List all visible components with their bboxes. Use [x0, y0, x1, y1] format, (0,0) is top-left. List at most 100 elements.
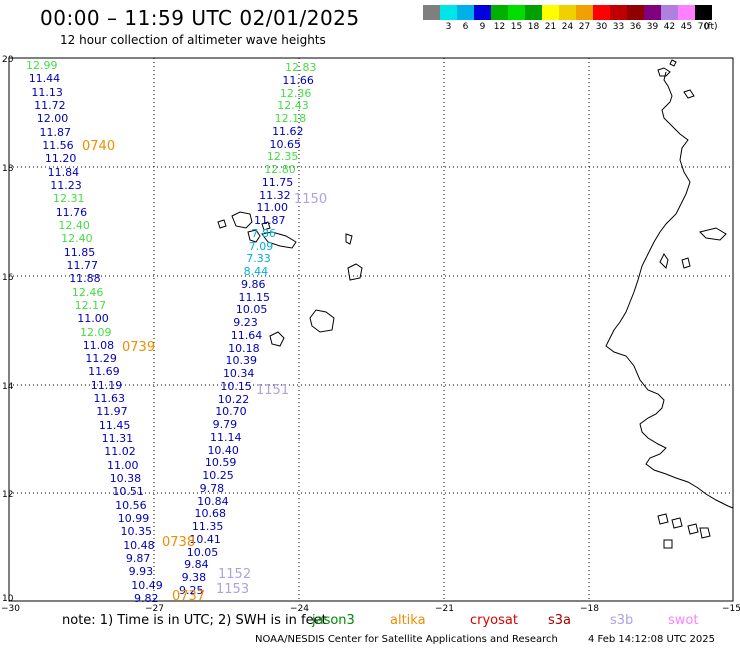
map-subtitle: 12 hour collection of altimeter wave hei… [60, 33, 326, 47]
wave-height-label: 7.33 [246, 252, 271, 266]
wave-height-label: 11.19 [90, 378, 123, 392]
colorbar-label: 24 [561, 22, 574, 32]
colorbar-swatch: 21 [542, 5, 559, 32]
wave-height-label: 7.09 [248, 239, 274, 253]
colorbar-label: 45 [680, 22, 693, 32]
wave-height-label: 9.86 [241, 277, 266, 291]
wave-height-label: 10.22 [217, 392, 250, 406]
colorbar-swatch: 18 [525, 5, 542, 32]
wave-height-label: 11.62 [272, 124, 304, 138]
wave-height-label: 12.18 [274, 112, 307, 126]
wave-height-label: 11.85 [63, 245, 96, 259]
wave-height-label: 11.45 [98, 418, 131, 432]
legend-jason3: jason3 [312, 613, 355, 628]
wave-height-label: 10.68 [194, 507, 227, 521]
wave-height-label: 11.13 [31, 85, 63, 99]
wave-height-label: 10.51 [112, 485, 144, 499]
wave-height-label: 11.76 [55, 205, 88, 219]
wave-height-label: 10.70 [215, 405, 247, 419]
wave-height-label: 9.25 [179, 584, 204, 597]
legend-s3b: s3b [610, 613, 634, 628]
wave-height-label: 10.59 [204, 456, 237, 470]
wave-height-label: 11.31 [101, 432, 134, 446]
wave-height-label: 9.93 [128, 565, 154, 579]
wave-height-label: 11.08 [82, 338, 115, 352]
wave-height-label: 10.49 [131, 578, 163, 592]
y-axis-labels: 20 18 16 14 12 10 [2, 55, 14, 604]
wave-height-label: 11.23 [50, 178, 82, 192]
wave-height-label: 10.56 [115, 498, 147, 512]
gridlines [9, 58, 733, 601]
wave-height-label: 9.82 [134, 592, 159, 605]
x-tick-label: −27 [145, 604, 164, 614]
wave-height-label: 10.48 [123, 538, 155, 552]
pass-time-label: 0738 [162, 535, 196, 550]
map-frame [8, 57, 734, 602]
colorbar-label: 42 [663, 22, 676, 32]
wave-height-label: 8.44 [243, 265, 269, 279]
footer-note: note: 1) Time is in UTC; 2) SWH is in fe… [62, 613, 327, 628]
wave-height-label: 12.17 [74, 298, 107, 312]
wave-height-label: 11.87 [39, 125, 72, 139]
wave-height-label: 9.78 [199, 481, 225, 495]
wave-height-label: 10.35 [120, 525, 153, 539]
wave-height-label: 12.35 [266, 150, 299, 164]
wave-height-label: 11.66 [282, 73, 314, 87]
legend-swot: swot [668, 613, 699, 628]
wave-height-label: 11.00 [107, 458, 139, 472]
colorbar-label: 39 [646, 22, 659, 32]
footer-timestamp: 4 Feb 14:12:08 UTC 2025 [588, 634, 715, 645]
wave-height-label: 11.88 [69, 272, 101, 286]
wave-height-label: 10.40 [207, 443, 239, 457]
wave-height-label: 11.63 [93, 392, 126, 406]
wave-height-label: 9.38 [181, 571, 207, 585]
wave-height-label: 10.39 [225, 354, 258, 368]
wave-height-label: 12.46 [71, 285, 104, 299]
wave-height-label: 12.40 [58, 218, 90, 232]
wave-height-label: 11.84 [47, 165, 80, 179]
y-tick-label: 12 [2, 490, 13, 500]
colorbar-label: 27 [578, 22, 591, 32]
colorbar-swatch: 42 [661, 5, 678, 32]
colorbar-label: 33 [612, 22, 625, 32]
wave-height-label: 10.84 [197, 494, 229, 508]
colorbar-label: 36 [629, 22, 642, 32]
pass-time-label: 1152 [218, 567, 252, 582]
legend-cryosat: cryosat [470, 613, 518, 628]
colorbar-label: 6 [462, 22, 469, 32]
colorbar-swatch: 15 [508, 5, 525, 32]
x-tick-label: −15 [722, 604, 740, 614]
wave-height-label: 11.75 [261, 175, 294, 189]
wave-height-label: 12.83 [285, 61, 317, 74]
y-tick-label: 10 [2, 594, 14, 604]
wave-height-label: 12.36 [279, 86, 312, 100]
colorbar-swatch: 30 [593, 5, 610, 32]
colorbar: 3 6 9 12 15 18 21 24 27 30 33 36 39 42 45 70 [423, 5, 712, 32]
wave-height-label: 11.00 [256, 201, 289, 215]
wave-height-label: 11.02 [104, 445, 136, 459]
wave-height-label: 10.18 [228, 341, 260, 355]
wave-height-label: 9.79 [212, 418, 238, 432]
wave-height-label: 11.15 [238, 290, 270, 304]
y-tick-label: 14 [2, 382, 14, 392]
colorbar-swatch: 27 [576, 5, 593, 32]
x-tick-label: −30 [1, 604, 20, 614]
wave-height-label: 11.35 [191, 520, 224, 534]
wave-height-label: 12.40 [61, 232, 93, 246]
colorbar-swatch: 12 [491, 5, 508, 32]
pass-time-label: 1150 [294, 192, 328, 207]
wave-height-label: 11.87 [253, 214, 286, 228]
wave-height-label: 9.84 [184, 558, 209, 572]
pass-time-label: 0740 [82, 139, 116, 154]
x-tick-label: −18 [580, 604, 599, 614]
legend-altika: altika [390, 613, 426, 628]
colorbar-swatch: 24 [559, 5, 576, 32]
wave-height-label: 11.32 [259, 188, 291, 202]
colorbar-swatch: 70 [695, 5, 712, 32]
x-tick-label: −21 [435, 604, 454, 614]
wave-height-label: 10.41 [189, 532, 221, 546]
wave-height-label: 10.34 [222, 367, 255, 381]
wave-height-label: 10.25 [202, 469, 234, 483]
wave-height-label: 11.20 [44, 152, 77, 166]
